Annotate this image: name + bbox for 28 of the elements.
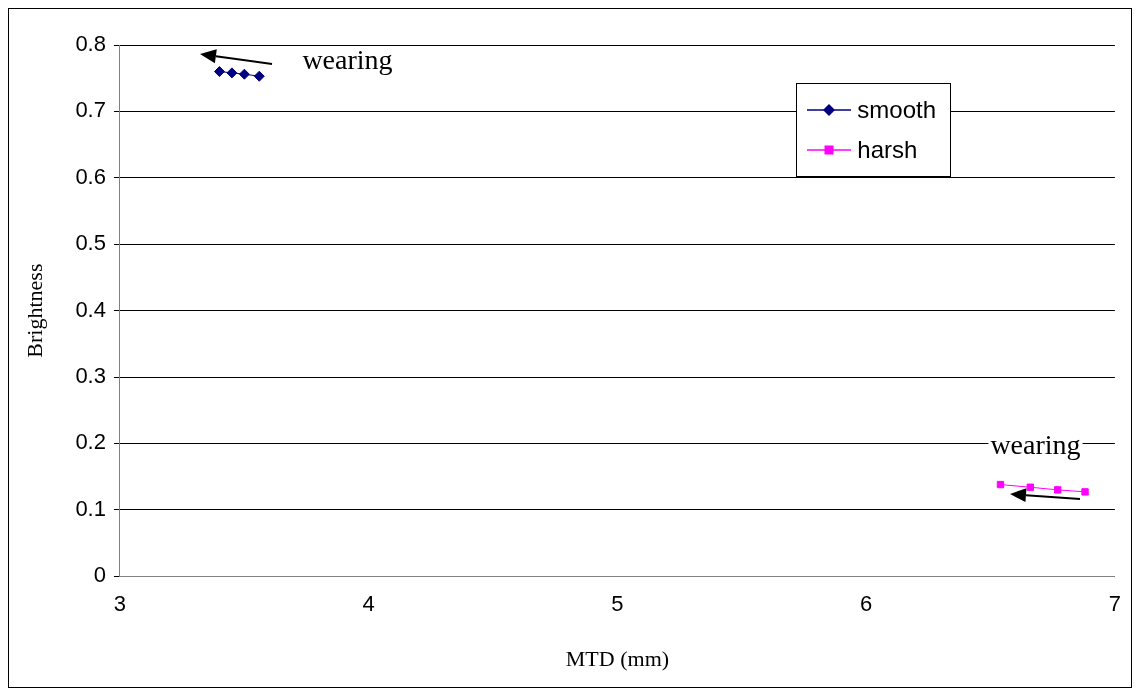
y-tick-label: 0.4 [75,296,106,322]
point [213,66,225,78]
y-tick-label: 0.8 [75,31,106,57]
y-tick-label: 0.1 [75,495,106,521]
x-tick-label: 5 [611,591,624,617]
point [226,67,238,79]
y-tick-label: 0.2 [75,429,106,455]
legend-label: harsh [857,135,918,165]
point [1026,483,1034,491]
point [996,480,1005,489]
x-tick-label: 3 [113,591,127,617]
x-tick-label: 6 [860,591,873,617]
x-tick-label: 4 [362,591,375,617]
y-tick-label: 0.3 [75,363,106,389]
legend-label: smooth [857,95,936,125]
point [1081,488,1089,496]
annotation: wearing [990,428,1081,460]
annotation: wearing [302,43,393,75]
y-tick-label: 0.6 [75,163,106,189]
point [238,68,250,80]
point [1053,486,1062,494]
y-tick-label: 0.5 [75,230,106,256]
y-axis-title: Brightness [21,263,47,358]
point [253,70,265,82]
y-tick-label: 0 [93,562,106,588]
y-tick-label: 0.7 [75,97,106,123]
x-axis-title: MTD (mm) [565,645,670,671]
x-tick-label: 7 [1108,591,1122,617]
